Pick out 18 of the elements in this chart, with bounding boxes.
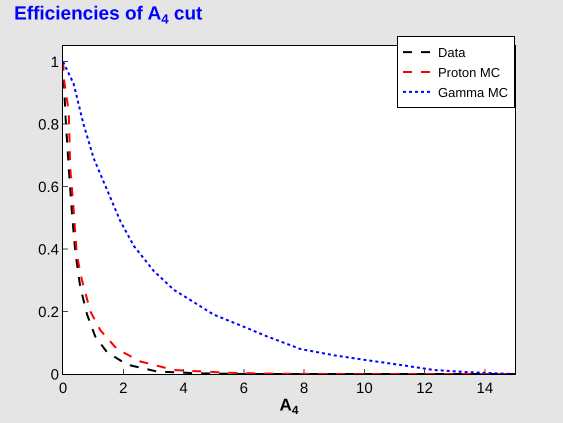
x-tick-label: 2 bbox=[119, 380, 128, 397]
y-tick-label: 0.6 bbox=[38, 178, 59, 196]
x-axis-title: A$_{4}$ bbox=[280, 395, 299, 417]
y-tick-label: 0 bbox=[50, 366, 59, 384]
legend-label: Gamma MC bbox=[438, 84, 508, 100]
x-tick-label: 12 bbox=[416, 380, 433, 397]
y-tick-label: 1 bbox=[50, 54, 59, 71]
legend-label: Proton MC bbox=[438, 65, 500, 80]
x-tick-label: 10 bbox=[356, 380, 373, 397]
legend-label: Data bbox=[438, 45, 466, 60]
y-tick-label: 0.4 bbox=[38, 241, 59, 258]
x-tick-label: 4 bbox=[179, 380, 188, 397]
y-tick-label: 0.2 bbox=[38, 304, 59, 321]
y-tick-label: 0.8 bbox=[38, 116, 59, 134]
x-tick-label: 14 bbox=[476, 380, 494, 397]
chart-title: Efficiencies of A$_{4}$ cut bbox=[14, 4, 204, 27]
x-tick-label: 6 bbox=[240, 380, 248, 397]
x-tick-label: 8 bbox=[300, 380, 308, 397]
